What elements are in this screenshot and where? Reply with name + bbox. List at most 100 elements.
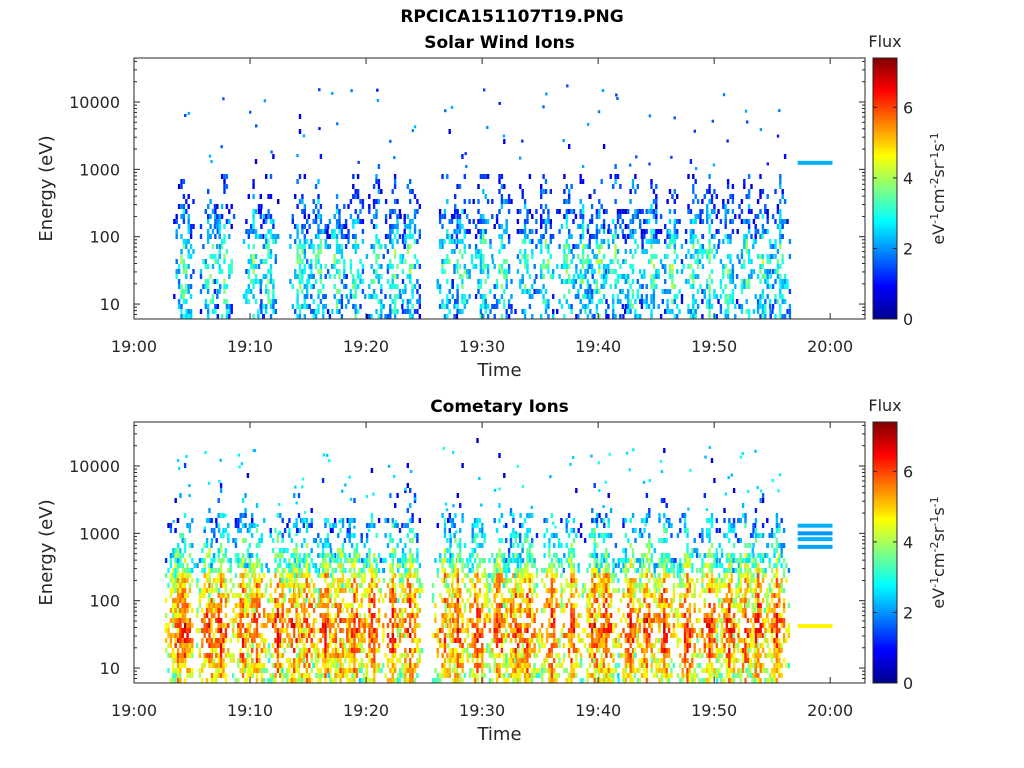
spectrogram-cell xyxy=(234,678,238,683)
spectrogram-cell xyxy=(645,209,648,214)
spectrogram-cell xyxy=(418,658,421,663)
spectrogram-cell xyxy=(476,668,479,673)
spectrogram-cell xyxy=(377,568,381,573)
spectrogram-cell xyxy=(377,608,381,613)
spectrogram-cell xyxy=(764,314,767,319)
spectrogram-cell xyxy=(201,588,204,593)
spectrogram-cell xyxy=(505,199,508,204)
spectrogram-cell xyxy=(416,648,419,653)
spectrogram-cell xyxy=(650,244,653,249)
spectrogram-cell xyxy=(252,229,255,234)
spectrogram-cell xyxy=(747,284,751,289)
spectrogram-cell xyxy=(766,194,769,199)
spectrogram-cell xyxy=(263,518,266,523)
spectrogram-cell xyxy=(344,558,347,563)
spectrogram-cell xyxy=(443,573,447,578)
spectrogram-cell xyxy=(333,558,337,563)
spectrogram-cell xyxy=(375,224,378,229)
spectrogram-cell xyxy=(588,264,591,269)
spectrogram-cell xyxy=(652,274,656,279)
spectrogram-cell xyxy=(303,264,306,269)
spectrogram-cell xyxy=(389,668,392,673)
spectrogram-cell xyxy=(224,528,228,533)
spectrogram-cell xyxy=(636,209,639,214)
spectrogram-cell xyxy=(172,603,175,608)
spectrogram-cell xyxy=(453,239,456,244)
spectrogram-cell xyxy=(404,563,407,568)
spectrogram-cell xyxy=(766,254,769,259)
spectrogram-cell xyxy=(219,284,222,289)
spectrogram-cell xyxy=(359,219,362,224)
spectrogram-cell xyxy=(169,633,173,638)
spectrogram-cell xyxy=(281,623,284,628)
spectrogram-cell xyxy=(305,608,309,613)
spectrogram-cell xyxy=(710,279,714,284)
spectrogram-cell xyxy=(466,643,470,648)
spectrogram-cell xyxy=(438,289,442,294)
spectrogram-cell xyxy=(332,663,335,668)
spectrogram-cell xyxy=(271,613,275,618)
spectrogram-cell xyxy=(214,259,217,264)
spectrogram-cell xyxy=(621,289,624,294)
spectrogram-cell xyxy=(510,199,513,204)
spectrogram-cell xyxy=(347,239,350,244)
spectrogram-cell xyxy=(301,199,304,204)
spectrogram-cell xyxy=(436,638,439,643)
spectrogram-cell xyxy=(281,538,284,543)
spectrogram-cell xyxy=(329,558,332,563)
spectrogram-cell xyxy=(570,259,573,264)
spectrogram-cell xyxy=(668,209,672,214)
spectrogram-cell xyxy=(449,538,452,543)
spectrogram-cell xyxy=(368,553,371,558)
spectrogram-cell xyxy=(409,470,413,473)
spectrogram-cell xyxy=(187,224,190,229)
spectrogram-cell xyxy=(413,628,417,633)
spectrogram-cell xyxy=(169,573,173,578)
spectrogram-cell xyxy=(449,648,452,653)
spectrogram-cell xyxy=(258,573,261,578)
spectrogram-cell xyxy=(321,563,325,568)
spectrogram-cell xyxy=(250,289,253,294)
spectrogram-cell xyxy=(443,643,447,648)
spectrogram-cell xyxy=(305,528,309,533)
spectrogram-cell xyxy=(324,224,327,229)
spectrogram-cell xyxy=(181,573,184,578)
spectrogram-cell xyxy=(399,673,402,678)
spectrogram-cell xyxy=(329,618,332,623)
spectrogram-cell xyxy=(353,678,356,683)
spectrogram-cell xyxy=(540,194,543,199)
spectrogram-cell xyxy=(271,673,275,678)
spectrogram-cell xyxy=(332,633,335,638)
spectrogram-cell xyxy=(334,588,337,593)
spectrogram-cell xyxy=(375,269,378,274)
spectrogram-cell xyxy=(397,558,400,563)
spectrogram-cell xyxy=(373,568,376,573)
spectrogram-cell xyxy=(241,563,245,568)
spectrogram-cell xyxy=(255,598,259,603)
spectrogram-cell xyxy=(380,668,383,673)
spectrogram-cell xyxy=(272,154,275,159)
spectrogram-cell xyxy=(257,209,261,214)
spectrogram-cell xyxy=(761,264,765,269)
spectrogram-cell xyxy=(346,578,349,583)
spectrogram-cell xyxy=(377,314,381,319)
spectrogram-cell xyxy=(468,653,471,658)
spectrogram-cell xyxy=(240,462,244,466)
spectrogram-cell xyxy=(265,174,268,179)
spectrogram-cell xyxy=(479,239,483,244)
spectrogram-cell xyxy=(531,284,534,289)
spectrogram-cell xyxy=(588,294,591,299)
spectrogram-cell xyxy=(361,658,364,663)
spectrogram-cell xyxy=(389,563,392,568)
spectrogram-cell xyxy=(486,219,490,224)
spectrogram-cell xyxy=(598,289,601,294)
spectrogram-cell xyxy=(296,304,299,309)
spectrogram-cell xyxy=(372,184,376,189)
spectrogram-cell xyxy=(368,638,371,643)
spectrogram-cell xyxy=(270,150,273,154)
spectrogram-cell xyxy=(372,289,376,294)
spectrogram-cell xyxy=(614,229,617,234)
spectrogram-cell xyxy=(365,523,369,528)
spectrogram-cell xyxy=(186,523,189,528)
spectrogram-cell xyxy=(341,548,345,553)
